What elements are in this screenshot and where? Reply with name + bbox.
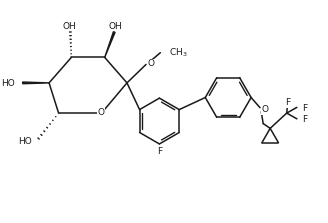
Text: HO: HO [1, 79, 15, 88]
Text: HO: HO [18, 137, 31, 146]
Text: F: F [302, 115, 307, 124]
Text: O: O [262, 105, 269, 114]
Text: CH$_3$: CH$_3$ [169, 47, 188, 59]
Text: OH: OH [108, 21, 122, 31]
Text: F: F [157, 147, 162, 156]
Polygon shape [23, 82, 49, 84]
Text: O: O [147, 59, 154, 68]
Text: OH: OH [63, 21, 77, 31]
Text: O: O [97, 108, 104, 117]
Polygon shape [105, 32, 115, 58]
Text: F: F [302, 104, 307, 113]
Text: F: F [285, 99, 291, 107]
